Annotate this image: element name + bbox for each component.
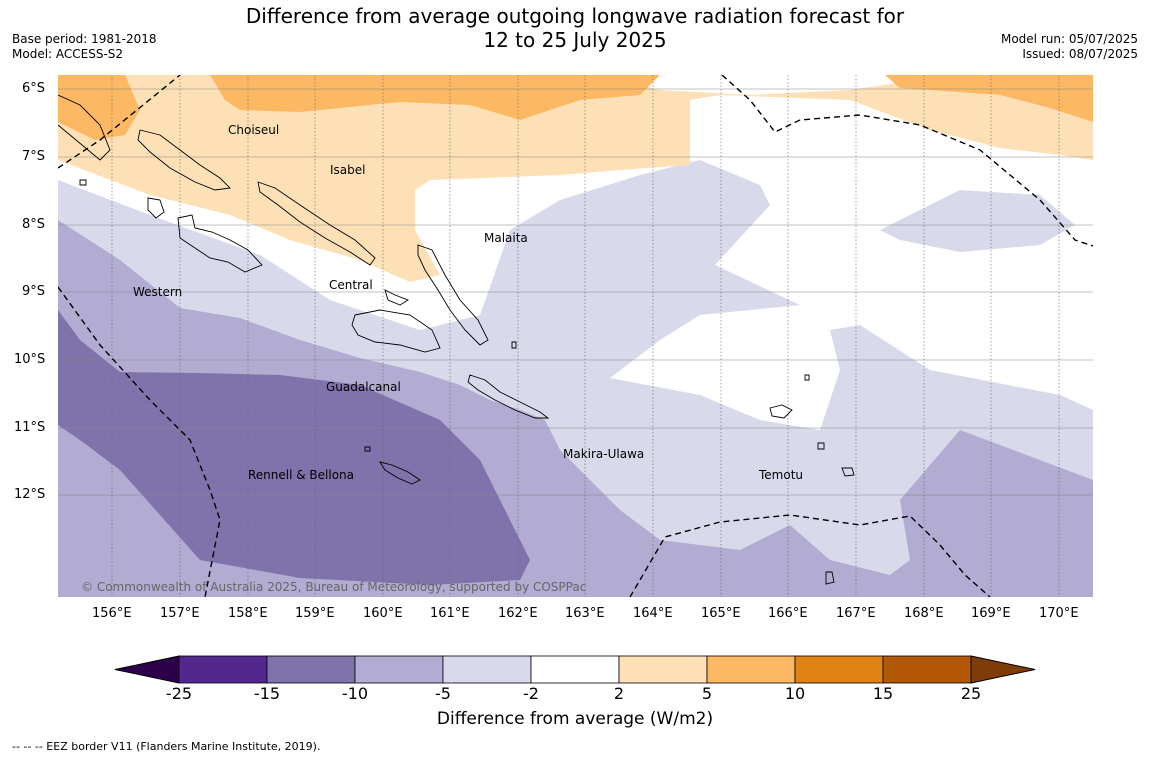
lon-label: 157°E: [160, 606, 200, 621]
lon-label: 170°E: [1039, 606, 1079, 621]
lon-label: 161°E: [430, 606, 470, 621]
anomaly-zone-minus5-minus2-east: [880, 190, 1075, 252]
model-name: Model: ACCESS-S2: [12, 47, 124, 61]
anomaly-zone-plus5-plus10: [210, 75, 660, 120]
islet-coast-d: [364, 446, 371, 452]
lat-label: 8°S: [22, 217, 46, 232]
province-label-central: Central: [329, 278, 373, 292]
makira-coast: [467, 374, 550, 419]
anuta-coast: [825, 571, 835, 585]
province-label-choiseul: Choiseul: [228, 123, 280, 137]
lon-label: 169°E: [971, 606, 1011, 621]
province-label-isabel: Isabel: [330, 163, 366, 177]
colorbar-tick-label: 25: [960, 684, 982, 703]
islet-coast-b: [511, 341, 517, 349]
lon-label: 160°E: [363, 606, 403, 621]
colorbar-tick-label: -15: [253, 684, 281, 703]
islet-coast-a: [79, 179, 87, 186]
province-label-malaita: Malaita: [484, 231, 528, 245]
lat-label: 7°S: [22, 149, 46, 164]
islet-coast-c: [804, 374, 810, 381]
province-label-temotu: Temotu: [759, 468, 804, 482]
copyright-notice: © Commonwealth of Australia 2025, Bureau…: [81, 580, 587, 594]
lon-label: 158°E: [228, 606, 268, 621]
lon-label: 168°E: [904, 606, 944, 621]
colorbar-tick-label: 15: [872, 684, 894, 703]
guadalcanal-coast: [351, 309, 441, 353]
santa-cruz-coast: [769, 404, 793, 419]
colorbar-tick-label: 5: [701, 684, 713, 703]
eez-border: [58, 75, 1093, 597]
lon-label: 167°E: [836, 606, 876, 621]
lon-label: 165°E: [701, 606, 741, 621]
lat-label: 12°S: [14, 487, 46, 502]
anomaly-zone-minus15-minus10: [58, 310, 530, 585]
lat-label: 6°S: [22, 81, 46, 96]
colorbar-tick-label: -5: [435, 684, 451, 703]
eez-footnote: -- -- -- EEZ border V11 (Flanders Marine…: [12, 740, 321, 753]
new-georgia-coast: [177, 214, 263, 273]
utupua-coast: [817, 442, 825, 450]
model-run: Model run: 05/07/2025: [1000, 32, 1138, 46]
lon-label: 156°E: [92, 606, 132, 621]
chart-title-line1: Difference from average outgoing longwav…: [245, 4, 905, 28]
colorbar-tick-label: -10: [341, 684, 369, 703]
lon-label: 163°E: [565, 606, 605, 621]
rennell-coast: [379, 461, 421, 485]
lat-label: 9°S: [22, 284, 46, 299]
chart-title-line2: 12 to 25 July 2025: [483, 28, 667, 52]
issued-date: Issued: 08/07/2025: [1022, 47, 1138, 61]
lon-label: 166°E: [768, 606, 808, 621]
province-label-makira-ulawa: Makira-Ulawa: [563, 447, 645, 461]
lon-label: 159°E: [295, 606, 335, 621]
coastlines: [58, 94, 855, 585]
map-fill-layer: [58, 75, 1093, 597]
lat-label: 11°S: [14, 420, 46, 435]
lon-label: 162°E: [498, 606, 538, 621]
longitude-gridlines: [111, 75, 1060, 597]
province-label-rennell-bellona: Rennell & Bellona: [248, 468, 355, 482]
lon-label: 164°E: [633, 606, 673, 621]
isabel-coast: [257, 181, 376, 266]
base-period: Base period: 1981-2018: [12, 32, 157, 46]
colorbar-title: Difference from average (W/m2): [436, 709, 714, 729]
florida-islands-coast: [384, 289, 410, 306]
province-label-western: Western: [133, 285, 183, 299]
choiseul-coast: [137, 129, 231, 191]
latitude-gridlines: [58, 88, 1093, 496]
colorbar-tick-label: 2: [613, 684, 625, 703]
lat-label: 10°S: [14, 352, 46, 367]
colorbar-tick-label: -25: [165, 684, 193, 703]
colorbar-tick-label: 10: [784, 684, 806, 703]
province-label-guadalcanal: Guadalcanal: [326, 380, 401, 394]
bougainville-coast: [58, 94, 111, 161]
malaita-coast: [417, 244, 489, 346]
vanikoro-coast: [841, 467, 855, 477]
anomaly-zone-plus5-plus10-northeast: [885, 75, 1093, 122]
vella-lavella-coast: [147, 197, 165, 219]
colorbar-tick-label: -2: [523, 684, 539, 703]
anomaly-zone-plus2-plus5: [58, 75, 1093, 282]
